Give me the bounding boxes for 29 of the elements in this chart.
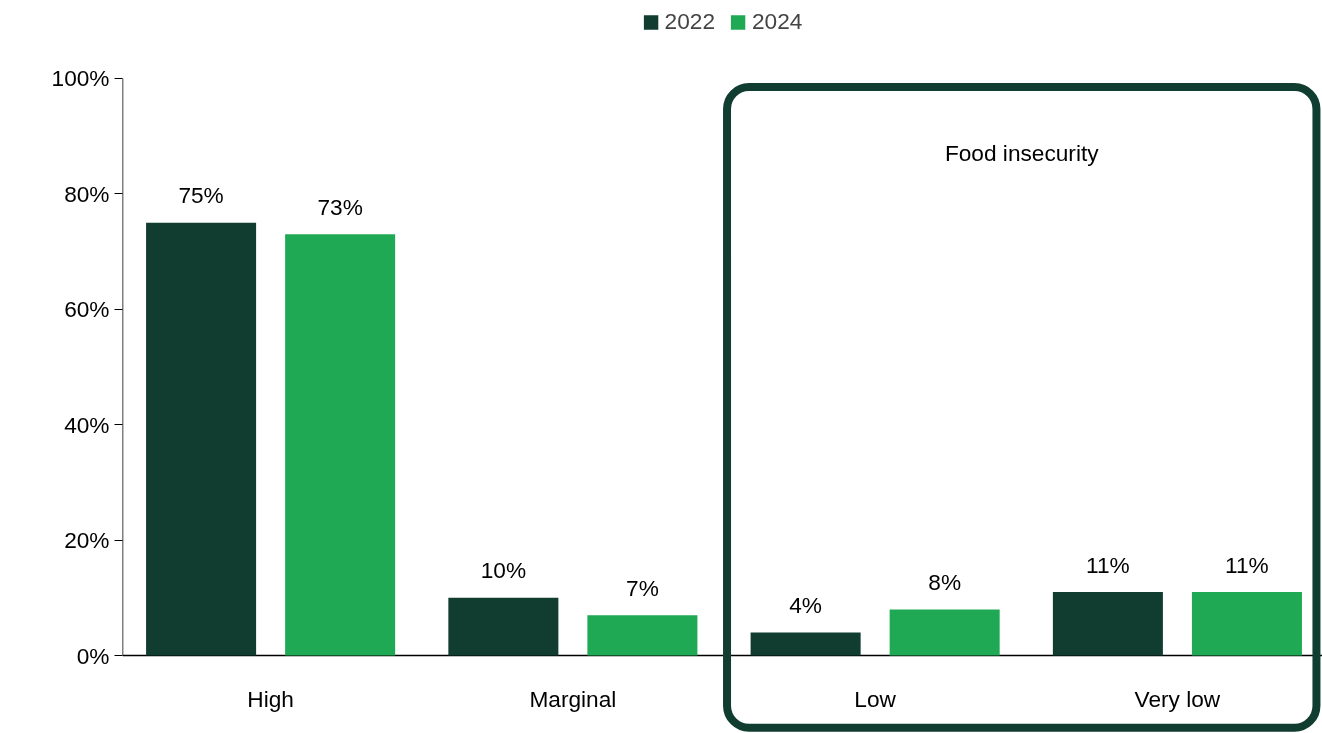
data-label: 8%	[928, 568, 962, 595]
data-label: 11%	[1086, 551, 1130, 578]
y-tick-label: 80%	[64, 180, 110, 207]
annotation: Food insecurity	[944, 140, 1100, 167]
bar	[146, 222, 257, 656]
legend-label: 2022	[664, 8, 715, 35]
bar	[1191, 592, 1302, 656]
x-tick-label: Very low	[1134, 685, 1221, 712]
data-label: 10%	[480, 557, 527, 584]
x-tick-label: High	[247, 685, 294, 712]
data-label: 7%	[626, 574, 659, 601]
y-tick-label: 40%	[64, 411, 110, 438]
legend-label: 2024	[752, 8, 803, 35]
y-tick-label: 100%	[51, 65, 110, 92]
x-tick-label: Marginal	[529, 685, 617, 712]
data-label: 11%	[1225, 551, 1269, 578]
y-tick-label: 20%	[64, 527, 110, 554]
x-tick-label: Low	[854, 685, 897, 712]
bar	[750, 632, 861, 656]
bar	[448, 597, 559, 656]
bar	[285, 234, 396, 656]
data-label: 4%	[789, 592, 822, 619]
data-label: 75%	[178, 182, 224, 209]
data-label: 73%	[317, 193, 363, 220]
y-tick-label: 60%	[64, 296, 110, 323]
bar	[1052, 592, 1163, 656]
bar	[889, 609, 1000, 656]
y-tick-label: 0%	[76, 642, 110, 669]
bar	[587, 615, 698, 656]
